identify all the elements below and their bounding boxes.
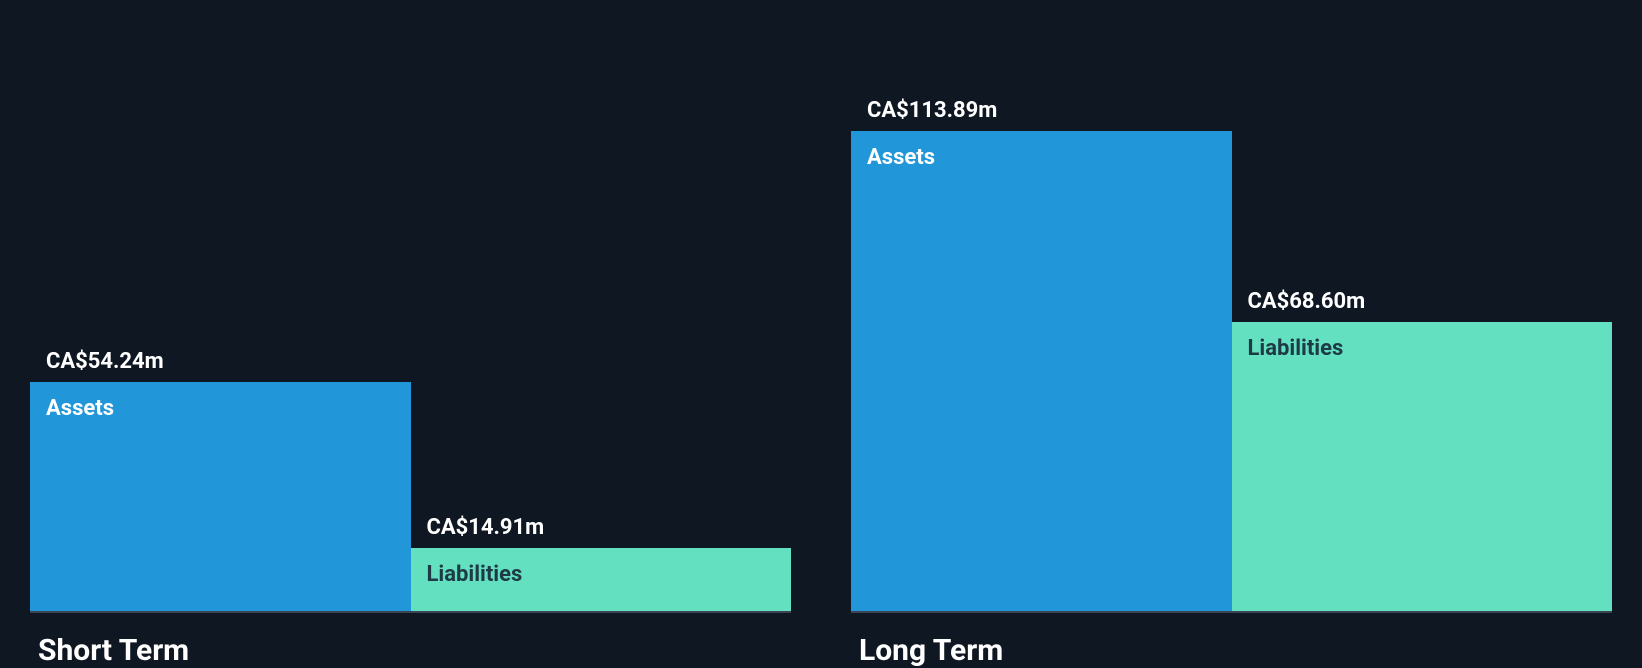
group-short-term: CA$54.24m Assets CA$14.91m Liabilities S… [0, 0, 821, 668]
series-label: Liabilities [427, 562, 523, 587]
group-title: Short Term [30, 613, 791, 668]
bar-long-term-liabilities: CA$68.60m Liabilities [1232, 322, 1613, 611]
bar-long-term-assets: CA$113.89m Assets [851, 131, 1232, 611]
assets-liabilities-chart: CA$54.24m Assets CA$14.91m Liabilities S… [0, 0, 1642, 668]
series-label: Assets [867, 145, 935, 170]
bars-row: CA$113.89m Assets CA$68.60m Liabilities [851, 53, 1612, 613]
value-label: CA$113.89m [867, 98, 997, 123]
group-long-term: CA$113.89m Assets CA$68.60m Liabilities … [821, 0, 1642, 668]
bars-row: CA$54.24m Assets CA$14.91m Liabilities [30, 53, 791, 613]
bar-short-term-liabilities: CA$14.91m Liabilities [411, 548, 792, 611]
value-label: CA$54.24m [46, 349, 164, 374]
series-label: Liabilities [1248, 336, 1344, 361]
group-title: Long Term [851, 613, 1612, 668]
value-label: CA$14.91m [427, 515, 545, 540]
value-label: CA$68.60m [1248, 289, 1366, 314]
series-label: Assets [46, 396, 114, 421]
bar-short-term-assets: CA$54.24m Assets [30, 382, 411, 611]
